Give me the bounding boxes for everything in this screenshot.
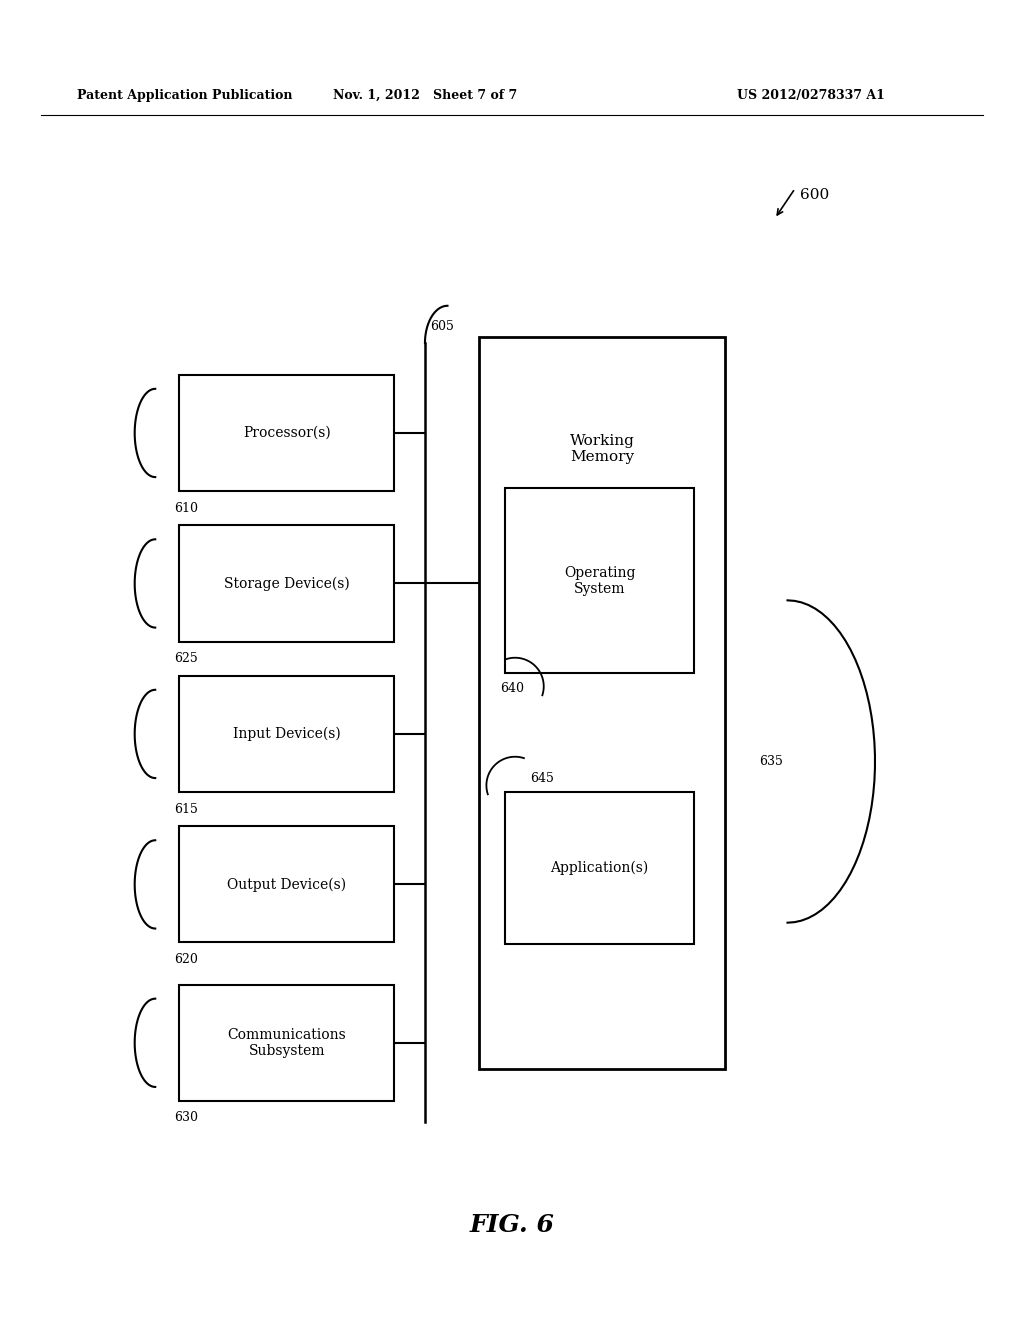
Text: FIG. 6: FIG. 6 <box>470 1213 554 1237</box>
Text: 615: 615 <box>174 803 198 816</box>
Text: Operating
System: Operating System <box>564 566 635 595</box>
Text: Output Device(s): Output Device(s) <box>227 878 346 891</box>
Text: US 2012/0278337 A1: US 2012/0278337 A1 <box>737 88 885 102</box>
Text: Application(s): Application(s) <box>551 861 648 875</box>
Text: 625: 625 <box>174 652 198 665</box>
Text: 620: 620 <box>174 953 198 966</box>
Text: Input Device(s): Input Device(s) <box>232 727 341 741</box>
Text: Patent Application Publication: Patent Application Publication <box>77 88 292 102</box>
Bar <box>505 488 694 673</box>
Text: Nov. 1, 2012   Sheet 7 of 7: Nov. 1, 2012 Sheet 7 of 7 <box>333 88 517 102</box>
Bar <box>179 375 394 491</box>
Bar <box>179 676 394 792</box>
Bar <box>479 337 725 1069</box>
Bar <box>179 525 394 642</box>
Text: 640: 640 <box>500 682 523 696</box>
Text: 610: 610 <box>174 502 198 515</box>
Bar <box>505 792 694 944</box>
Text: Communications
Subsystem: Communications Subsystem <box>227 1028 346 1057</box>
Text: Processor(s): Processor(s) <box>243 426 331 440</box>
Text: 600: 600 <box>800 187 829 202</box>
Text: Working
Memory: Working Memory <box>569 434 635 463</box>
Text: 605: 605 <box>430 319 454 333</box>
Bar <box>179 985 394 1101</box>
Bar <box>179 826 394 942</box>
Text: 635: 635 <box>759 755 782 768</box>
Text: 630: 630 <box>174 1111 198 1125</box>
Text: Storage Device(s): Storage Device(s) <box>224 577 349 590</box>
Text: 645: 645 <box>530 772 554 785</box>
